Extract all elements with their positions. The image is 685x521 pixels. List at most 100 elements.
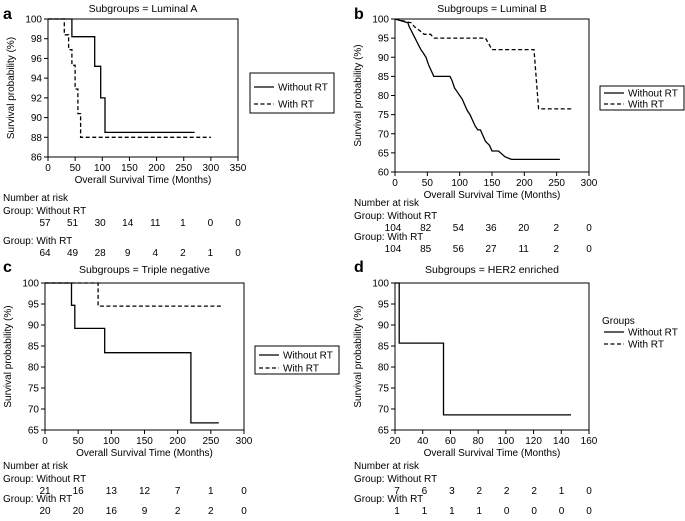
risk-count: 0	[586, 506, 592, 517]
x-tick-label: 300	[581, 178, 598, 189]
legend-item-label: With RT	[278, 100, 314, 111]
risk-group-label: Group: With RT	[354, 494, 423, 505]
risk-count: 11	[150, 218, 161, 229]
risk-count: 0	[235, 218, 241, 229]
y-tick-label: 80	[378, 363, 390, 374]
x-tick-label: 0	[42, 436, 48, 447]
y-tick-label: 98	[31, 34, 43, 45]
x-tick-label: 100	[451, 178, 468, 189]
risk-group-label: Group: Without RT	[3, 206, 86, 217]
y-tick-label: 75	[378, 384, 390, 395]
plot-frame	[394, 18, 590, 173]
y-tick-label: 85	[378, 342, 390, 353]
y-tick-label: 95	[28, 300, 40, 311]
risk-count: 1	[449, 506, 455, 517]
risk-count: 1	[394, 506, 400, 517]
y-tick-label: 65	[378, 426, 390, 437]
chart-title: Subgroups = HER2 enriched	[425, 264, 559, 276]
risk-count: 49	[67, 248, 79, 259]
risk-count: 0	[586, 223, 592, 234]
risk-count: 2	[504, 486, 510, 497]
y-tick-label: 65	[28, 426, 40, 437]
risk-count: 9	[142, 506, 148, 517]
risk-table-title: Number at risk	[3, 461, 69, 472]
y-axis-label: Survival probability (%)	[6, 37, 17, 139]
y-tick-label: 85	[378, 72, 390, 83]
risk-count: 1	[208, 248, 214, 259]
risk-count: 0	[586, 244, 592, 255]
series-line-without-rt	[45, 282, 219, 424]
risk-count: 82	[420, 223, 432, 234]
y-tick-label: 96	[31, 54, 43, 65]
risk-group-label: Group: Without RT	[354, 211, 437, 222]
y-tick-label: 80	[28, 363, 40, 374]
risk-count: 2	[175, 506, 181, 517]
risk-count: 2	[554, 223, 560, 234]
y-tick-label: 80	[378, 91, 390, 102]
risk-table-title: Number at risk	[354, 198, 420, 209]
x-tick-label: 150	[121, 163, 138, 174]
x-tick-label: 40	[417, 436, 429, 447]
x-tick-label: 250	[548, 178, 565, 189]
risk-count: 20	[73, 506, 85, 517]
legend-item-label: Without RT	[278, 83, 328, 94]
y-tick-label: 100	[372, 279, 389, 290]
x-tick-label: 50	[422, 178, 434, 189]
risk-table: Number at risk Group: Without RT7 6 3 2 2 2 1 0 G…	[354, 461, 592, 517]
risk-count: 57	[39, 218, 51, 229]
km-panel-a: a Subgroups = Luminal A0 50 100 150 200 250 300…	[3, 3, 335, 259]
y-tick-label: 90	[378, 321, 390, 332]
legend-item-label: With RT	[283, 364, 319, 375]
risk-count: 16	[106, 506, 118, 517]
y-tick-label: 94	[31, 74, 43, 85]
x-tick-label: 100	[94, 163, 111, 174]
y-tick-label: 95	[378, 300, 390, 311]
y-tick-label: 90	[28, 321, 40, 332]
x-axis-label: Overall Survival Time (Months)	[75, 175, 212, 186]
risk-group-label: Group: With RT	[3, 494, 72, 505]
risk-count: 2	[477, 486, 483, 497]
series-line-without-rt	[48, 18, 195, 134]
x-tick-label: 300	[203, 163, 220, 174]
risk-group-label: Group: With RT	[354, 232, 423, 243]
risk-group-label: Group: Without RT	[3, 474, 86, 485]
legend: Without RT With RT	[249, 72, 335, 114]
risk-count: 2	[554, 244, 560, 255]
series-line-with-rt	[45, 282, 223, 307]
risk-count: 54	[453, 223, 465, 234]
x-tick-label: 350	[230, 163, 247, 174]
risk-count: 0	[235, 248, 241, 259]
x-tick-label: 160	[581, 436, 598, 447]
legend-item-label: Without RT	[628, 89, 678, 100]
risk-count: 4	[153, 248, 159, 259]
risk-count: 2	[180, 248, 186, 259]
y-tick-label: 65	[378, 148, 390, 159]
risk-count: 7	[394, 486, 400, 497]
legend-item-label: Without RT	[628, 328, 678, 339]
risk-count: 12	[139, 486, 151, 497]
risk-count: 36	[485, 223, 497, 234]
risk-count: 0	[241, 486, 247, 497]
risk-count: 16	[73, 486, 85, 497]
risk-count: 1	[180, 218, 186, 229]
risk-count: 30	[95, 218, 107, 229]
series-line-without-rt	[395, 282, 571, 416]
x-axis-label: Overall Survival Time (Months)	[424, 448, 561, 459]
chart-title: Subgroups = Triple negative	[79, 264, 210, 276]
risk-count: 14	[122, 218, 134, 229]
risk-count: 13	[106, 486, 118, 497]
y-tick-label: 100	[372, 15, 389, 26]
risk-count: 1	[422, 506, 428, 517]
x-tick-label: 200	[169, 436, 186, 447]
risk-group-label: Group: With RT	[3, 236, 72, 247]
x-tick-label: 100	[498, 436, 515, 447]
y-axis-label: Survival probability (%)	[353, 305, 364, 407]
y-tick-label: 70	[378, 405, 390, 416]
x-tick-label: 250	[175, 163, 192, 174]
y-tick-label: 60	[378, 168, 390, 179]
risk-count: 6	[422, 486, 428, 497]
y-axis-label: Survival probability (%)	[353, 44, 364, 146]
